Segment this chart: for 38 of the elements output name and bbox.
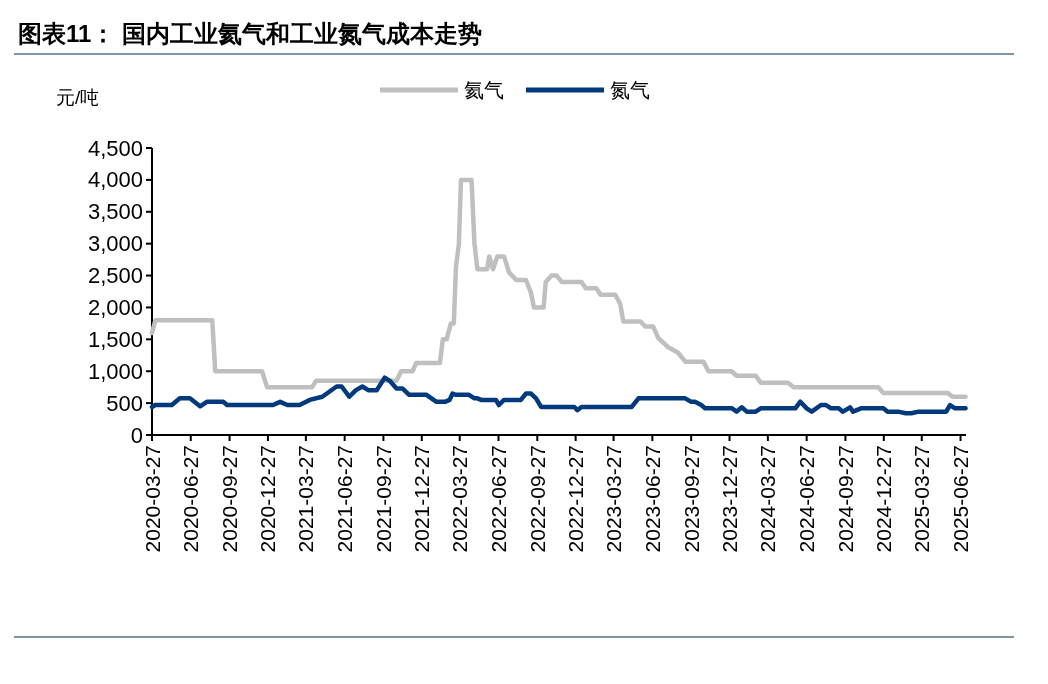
y-tick-label: 0 — [130, 422, 143, 448]
legend-label: 氮气 — [610, 79, 650, 101]
y-tick-label: 3,500 — [87, 199, 143, 225]
x-tick-label: 2022-09-27 — [525, 445, 549, 553]
y-axis-title: 元/吨 — [56, 87, 100, 108]
x-tick-label: 2021-09-27 — [371, 445, 395, 553]
x-tick-label: 2023-03-27 — [602, 445, 626, 553]
y-tick-label: 1,500 — [87, 326, 143, 352]
chart-title: 图表11： 国内工业氦气和工业氮气成本走势 — [18, 20, 483, 47]
y-tick-label: 2,000 — [87, 294, 143, 320]
y-tick-label: 1,000 — [87, 358, 143, 384]
x-tick-label: 2022-12-27 — [564, 445, 588, 553]
x-tick-label: 2023-06-27 — [640, 445, 664, 553]
x-tick-label: 2024-09-27 — [833, 445, 857, 553]
legend-label: 氦气 — [464, 79, 504, 101]
y-tick-label: 4,500 — [87, 135, 143, 161]
x-tick-label: 2022-06-27 — [487, 445, 511, 553]
x-tick-label: 2024-12-27 — [872, 445, 896, 553]
y-tick-label: 4,000 — [87, 167, 143, 193]
x-tick-label: 2023-12-27 — [718, 445, 742, 553]
y-tick-label: 500 — [106, 390, 143, 416]
line-series — [149, 375, 968, 416]
x-tick-label: 2024-06-27 — [795, 445, 819, 553]
x-tick-label: 2024-03-27 — [756, 445, 780, 553]
x-tick-label: 2020-06-27 — [179, 445, 203, 553]
x-tick-label: 2021-12-27 — [410, 445, 434, 553]
x-tick-label: 2020-09-27 — [218, 445, 242, 553]
x-tick-label: 2025-06-27 — [949, 445, 973, 553]
x-tick-label: 2020-12-27 — [256, 445, 280, 553]
line-series — [149, 177, 968, 399]
x-tick-label: 2021-03-27 — [294, 445, 318, 553]
x-tick-label: 2022-03-27 — [448, 445, 472, 553]
x-tick-label: 2020-03-27 — [140, 445, 164, 553]
y-tick-label: 3,000 — [87, 231, 143, 257]
x-tick-label: 2023-09-27 — [679, 445, 703, 553]
x-tick-label: 2025-03-27 — [910, 445, 934, 553]
x-tick-label: 2021-06-27 — [333, 445, 357, 553]
y-tick-label: 2,500 — [87, 263, 143, 289]
